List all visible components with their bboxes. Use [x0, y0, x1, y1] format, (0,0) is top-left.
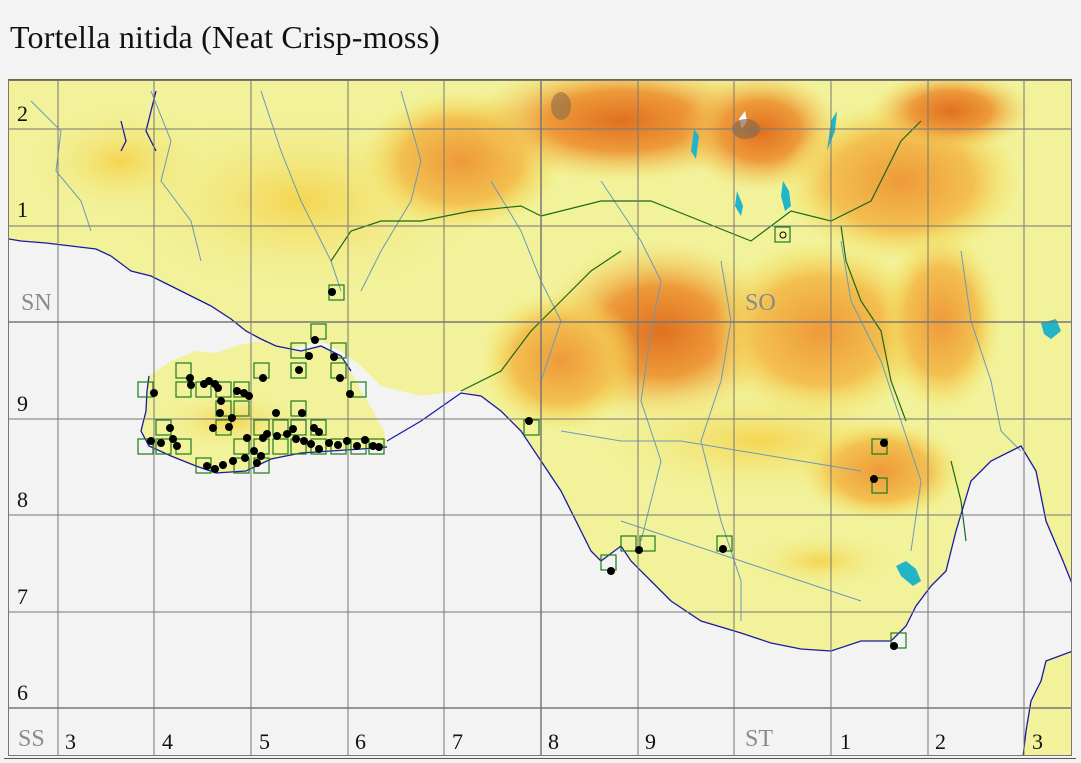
lakes — [691, 111, 1061, 586]
grid-lines — [9, 81, 1071, 755]
grid-square-label-ss: SS — [18, 726, 45, 752]
easting-label: 9 — [645, 729, 656, 754]
easting-label: 4 — [162, 729, 173, 754]
grid-square-label-st: ST — [745, 726, 774, 752]
easting-label: 5 — [259, 729, 270, 754]
northing-label: 2 — [17, 101, 28, 126]
rivers — [30, 90, 1022, 621]
easting-label: 3 — [1032, 729, 1043, 754]
record-squares — [137, 226, 907, 649]
easting-label: 7 — [452, 729, 463, 754]
easting-label: 8 — [548, 729, 559, 754]
page-title: Tortella nitida (Neat Crisp-moss) — [10, 19, 441, 55]
easting-label: 3 — [65, 729, 76, 754]
northing-label: 6 — [17, 680, 28, 705]
easting-label: 6 — [355, 729, 366, 754]
relief-map-svg — [9, 81, 1071, 755]
northing-label: 7 — [17, 584, 28, 609]
northing-label: 8 — [17, 487, 28, 512]
grid-square-label-so: SO — [745, 290, 776, 316]
northing-label: 9 — [17, 391, 28, 416]
easting-label: 1 — [840, 729, 851, 754]
distribution-map — [8, 80, 1072, 756]
record-dots — [147, 231, 898, 650]
map-bottom-border — [4, 758, 1076, 759]
relief-shading — [21, 81, 1031, 591]
easting-label: 2 — [935, 729, 946, 754]
grid-square-label-sn: SN — [21, 290, 52, 316]
northing-label: 1 — [17, 197, 28, 222]
